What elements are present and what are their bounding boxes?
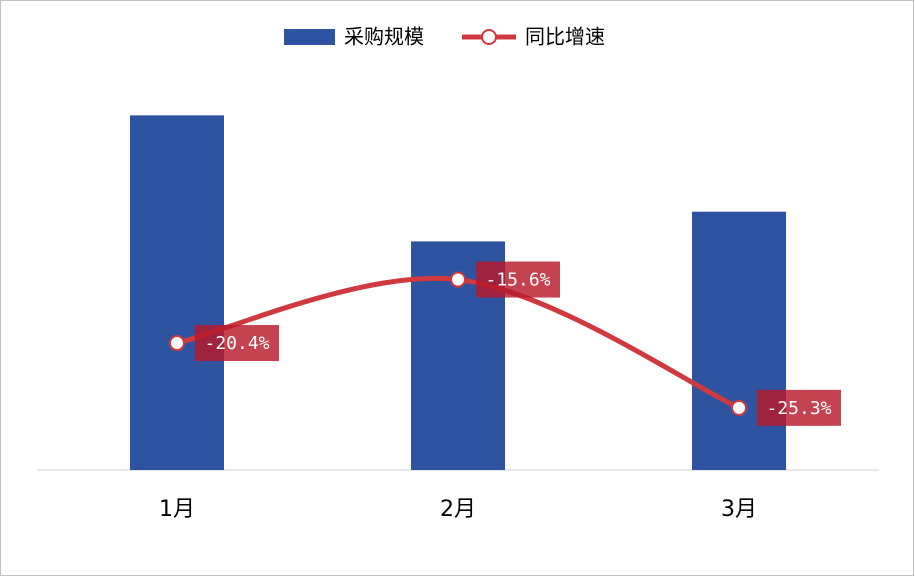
x-tick-label: 2月 — [440, 497, 476, 522]
data-label: -25.3% — [766, 398, 831, 419]
x-tick-label: 1月 — [159, 497, 195, 522]
data-label-box — [195, 325, 279, 362]
line-marker — [169, 335, 185, 352]
data-label-box — [476, 261, 560, 298]
data-label: -20.4% — [204, 333, 269, 354]
data-label: -15.6% — [485, 270, 550, 291]
bar — [692, 211, 786, 470]
legend-label: 同比增速 — [525, 25, 605, 49]
legend-swatch — [284, 29, 335, 45]
bar — [130, 115, 224, 470]
x-tick-label: 3月 — [721, 497, 757, 522]
legend-label: 采购规模 — [344, 25, 424, 49]
line-marker — [731, 399, 747, 416]
line-marker — [450, 271, 466, 288]
legend-marker — [481, 29, 497, 45]
data-label-box — [757, 389, 841, 426]
